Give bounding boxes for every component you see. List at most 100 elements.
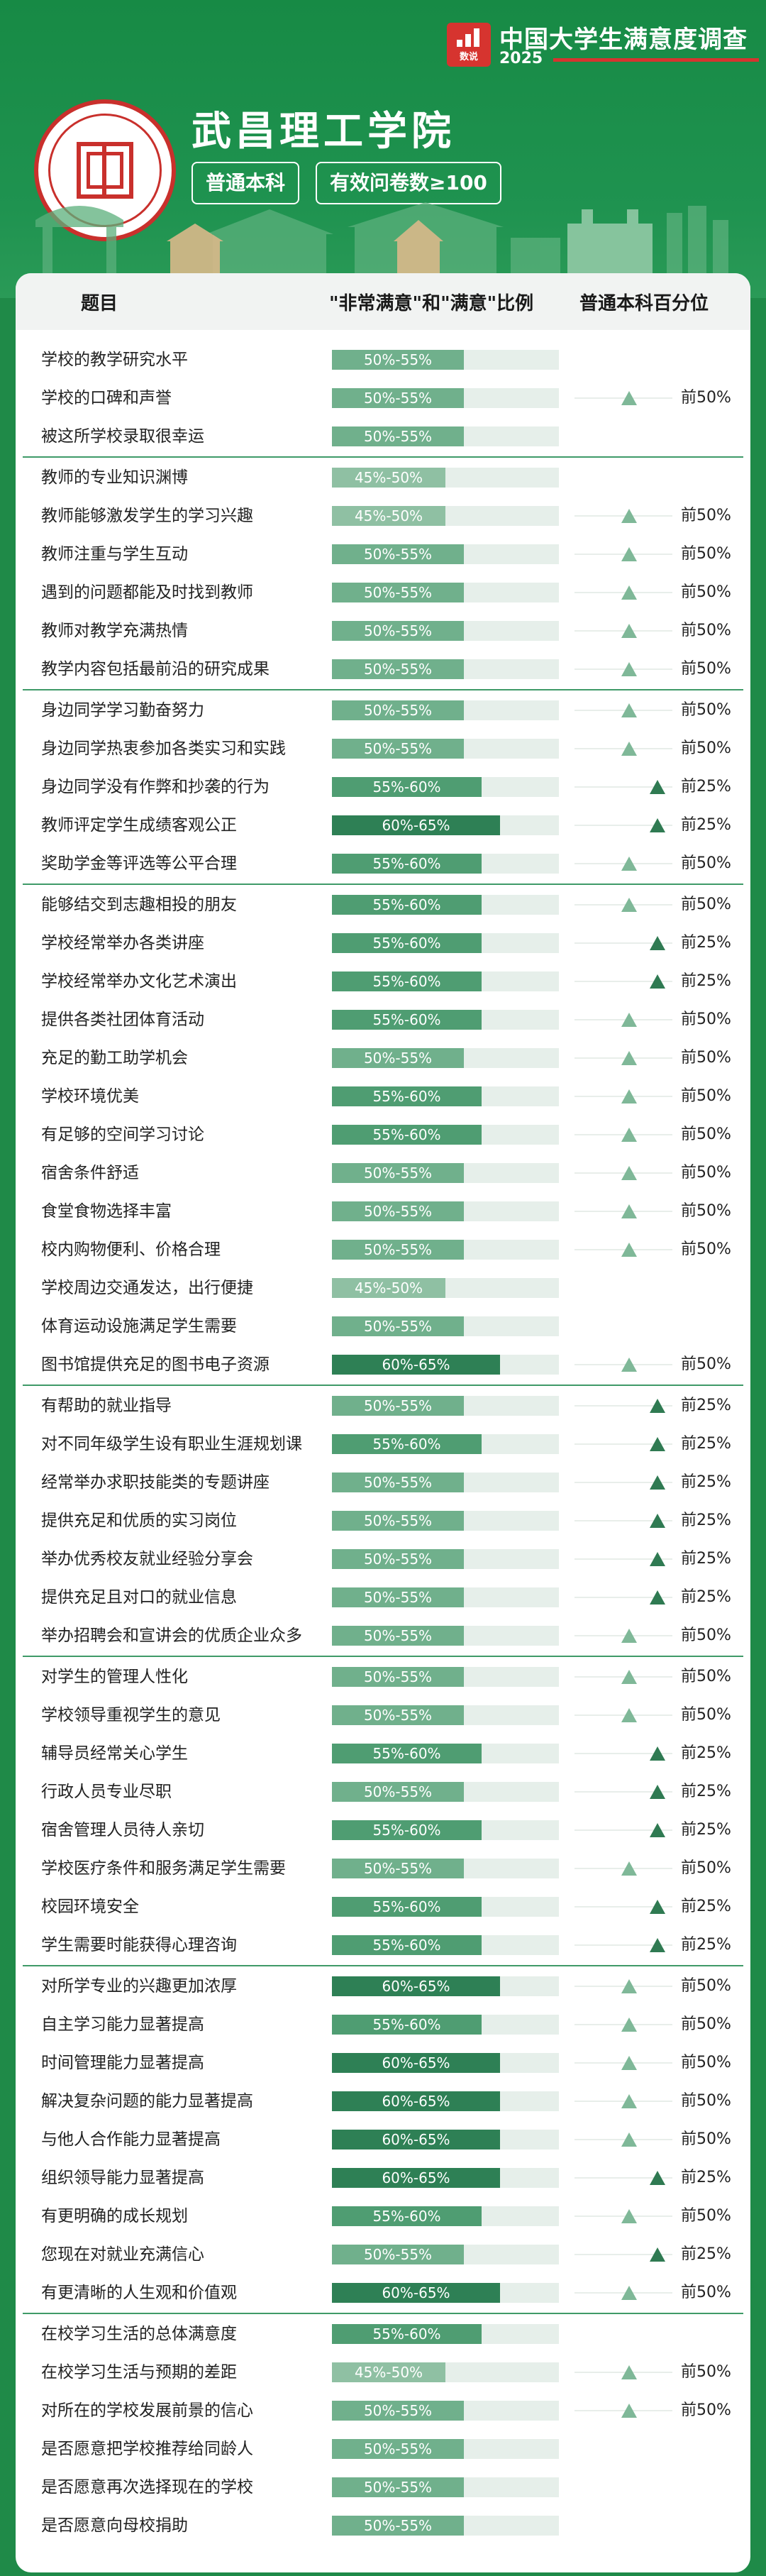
percentile-cell: 前50% bbox=[567, 573, 750, 612]
ratio-bar: 55%-60% bbox=[332, 1744, 482, 1763]
ratio-track: 50%-55% bbox=[332, 1201, 559, 1221]
ratio-track: 50%-55% bbox=[332, 388, 559, 408]
ratio-bar: 50%-55% bbox=[332, 1396, 464, 1416]
percentile-track bbox=[574, 1443, 672, 1445]
ratio-bar: 50%-55% bbox=[332, 1626, 464, 1646]
percentile-label: 前50% bbox=[681, 545, 731, 563]
question-label: 举办优秀校友就业经验分享会 bbox=[41, 1550, 253, 1568]
question-label: 学校的口碑和声誉 bbox=[41, 389, 172, 407]
question-label: 宿舍条件舒适 bbox=[41, 1164, 139, 1182]
percentile-cell: 前50% bbox=[567, 2353, 750, 2391]
ratio-track: 55%-60% bbox=[332, 1434, 559, 1454]
percentile-label: 前50% bbox=[681, 389, 731, 407]
ratio-bar: 50%-55% bbox=[332, 1316, 464, 1336]
ratio-track: 50%-55% bbox=[332, 1667, 559, 1687]
question-label: 学校的教学研究水平 bbox=[41, 351, 188, 369]
triangle-marker-icon bbox=[621, 2404, 637, 2418]
triangle-marker-icon bbox=[621, 2132, 637, 2147]
ratio-track: 60%-65% bbox=[332, 815, 559, 835]
ratio-track: 55%-60% bbox=[332, 971, 559, 991]
percentile-cell: 前50% bbox=[567, 1658, 750, 1696]
question-label: 宿舍管理人员待人亲切 bbox=[41, 1821, 204, 1839]
triangle-marker-icon bbox=[650, 1437, 665, 1451]
table-row: 教师能够激发学生的学习兴趣 45%-50% 前50% bbox=[16, 497, 750, 535]
question-label: 有更清晰的人生观和价值观 bbox=[41, 2284, 237, 2302]
ratio-bar: 50%-55% bbox=[332, 1201, 464, 1221]
percentile-label: 前25% bbox=[681, 816, 731, 834]
percentile-label: 前50% bbox=[681, 2401, 731, 2419]
percentile-cell: 前50% bbox=[567, 1696, 750, 1734]
percentile-label: 前25% bbox=[681, 1936, 731, 1954]
ratio-bar: 50%-55% bbox=[332, 2516, 464, 2536]
ratio-bar: 50%-55% bbox=[332, 388, 464, 408]
triangle-marker-icon bbox=[621, 1708, 637, 1722]
triangle-marker-icon bbox=[621, 1670, 637, 1684]
table-row: 经常举办求职技能类的专题讲座 50%-55% 前25% bbox=[16, 1463, 750, 1502]
ratio-bar: 60%-65% bbox=[332, 2053, 500, 2073]
table-row: 举办招聘会和宣讲会的优质企业众多 50%-55% 前50% bbox=[16, 1617, 750, 1655]
question-label: 辅导员经常关心学生 bbox=[41, 1744, 188, 1763]
group-separator bbox=[23, 1385, 743, 1386]
triangle-marker-icon bbox=[650, 1823, 665, 1837]
percentile-label: 前25% bbox=[681, 2169, 731, 2186]
percentile-cell: 前50% bbox=[567, 1231, 750, 1269]
brand-underline bbox=[553, 58, 759, 62]
table-row: 学校的教学研究水平 50%-55% bbox=[16, 341, 750, 379]
ratio-bar: 55%-60% bbox=[332, 2324, 482, 2344]
percentile-label: 前25% bbox=[681, 1821, 731, 1839]
ratio-bar: 55%-60% bbox=[332, 854, 482, 874]
table-row: 身边同学学习勤奋努力 50%-55% 前50% bbox=[16, 691, 750, 730]
triangle-marker-icon bbox=[621, 1013, 637, 1027]
percentile-label: 前50% bbox=[681, 2284, 731, 2301]
brand-title: 中国大学生满意度调查 bbox=[499, 26, 748, 54]
ratio-bar: 50%-55% bbox=[332, 1240, 464, 1260]
percentile-cell: 前25% bbox=[567, 1926, 750, 1964]
ratio-track: 50%-55% bbox=[332, 1511, 559, 1531]
triangle-marker-icon bbox=[621, 1243, 637, 1257]
percentile-label: 前50% bbox=[681, 1240, 731, 1258]
ratio-track: 50%-55% bbox=[332, 2401, 559, 2421]
percentile-track bbox=[574, 981, 672, 982]
table-row: 宿舍管理人员待人亲切 55%-60% 前25% bbox=[16, 1811, 750, 1849]
question-label: 对不同年级学生设有职业生涯规划课 bbox=[41, 1435, 302, 1453]
percentile-cell: 前25% bbox=[567, 1773, 750, 1811]
ratio-bar: 45%-50% bbox=[332, 2362, 445, 2382]
table-row: 您现在对就业充满信心 50%-55% 前25% bbox=[16, 2235, 750, 2274]
ratio-track: 50%-55% bbox=[332, 544, 559, 564]
question-label: 是否愿意向母校捐助 bbox=[41, 2516, 188, 2535]
question-label: 对所在的学校发展前景的信心 bbox=[41, 2401, 253, 2420]
question-label: 学生需要时能获得心理咨询 bbox=[41, 1936, 237, 1954]
table-header: 题目 "非常满意"和"满意"比例 普通本科百分位 bbox=[16, 273, 750, 330]
brand-logo: 数说 bbox=[447, 23, 491, 67]
percentile-label: 前50% bbox=[681, 507, 731, 524]
triangle-marker-icon bbox=[621, 2094, 637, 2108]
triangle-marker-icon bbox=[650, 2171, 665, 2185]
triangle-marker-icon bbox=[650, 936, 665, 950]
triangle-marker-icon bbox=[621, 547, 637, 561]
seal-emblem-icon bbox=[77, 142, 133, 199]
triangle-marker-icon bbox=[650, 2247, 665, 2262]
question-label: 遇到的问题都能及时找到教师 bbox=[41, 583, 253, 602]
percentile-cell: 前50% bbox=[567, 1116, 750, 1154]
triangle-marker-icon bbox=[621, 391, 637, 405]
ratio-bar: 45%-50% bbox=[332, 506, 445, 526]
ratio-track: 50%-55% bbox=[332, 1705, 559, 1725]
percentile-cell: 前50% bbox=[567, 691, 750, 730]
percentile-cell: 前25% bbox=[567, 768, 750, 806]
percentile-cell: 前25% bbox=[567, 1578, 750, 1617]
ratio-track: 60%-65% bbox=[332, 2168, 559, 2188]
table-row: 学校经常举办各类讲座 55%-60% 前25% bbox=[16, 924, 750, 962]
percentile-track bbox=[574, 1558, 672, 1560]
ratio-track: 55%-60% bbox=[332, 1897, 559, 1917]
triangle-marker-icon bbox=[621, 1629, 637, 1643]
triangle-marker-icon bbox=[621, 2018, 637, 2032]
triangle-marker-icon bbox=[621, 1861, 637, 1876]
ratio-bar: 50%-55% bbox=[332, 1163, 464, 1183]
table-row: 辅导员经常关心学生 55%-60% 前25% bbox=[16, 1734, 750, 1773]
table-row: 学校环境优美 55%-60% 前50% bbox=[16, 1077, 750, 1116]
percentile-cell: 前50% bbox=[567, 844, 750, 883]
question-label: 学校经常举办各类讲座 bbox=[41, 934, 204, 952]
table-row: 有足够的空间学习讨论 55%-60% 前50% bbox=[16, 1116, 750, 1154]
ratio-track: 50%-55% bbox=[332, 739, 559, 759]
ratio-bar: 50%-55% bbox=[332, 2439, 464, 2459]
